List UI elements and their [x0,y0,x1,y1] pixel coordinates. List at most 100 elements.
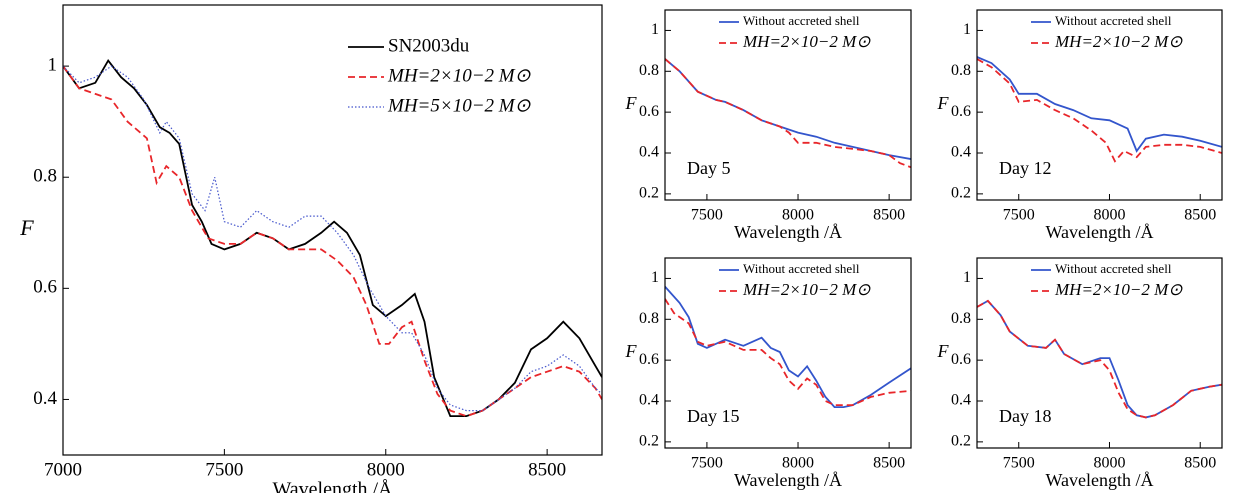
y-axis-label: F [937,93,950,113]
annotation: Day 12 [999,158,1052,178]
legend-label: MH=5×10−2 M⊙ [387,95,531,116]
x-tick-label: 8000 [367,459,405,480]
legend-entry: SN2003du [348,35,470,56]
y-tick-label: 1 [963,269,971,286]
panel: 7500 8000 8500 0.2 0.4 0.6 0.8 1 Wavelength /Å F D… [937,9,1223,242]
y-axis-label: F [625,341,638,361]
legend-label: SN2003du [388,35,470,56]
y-tick-label: 0.8 [951,62,971,79]
spectrum-line [977,58,1222,163]
x-tick-label: 7000 [44,459,82,480]
legend-label: MH=2×10−2 M⊙ [1054,32,1183,51]
x-tick-label: 7500 [691,207,723,224]
legend-entry: MH=2×10−2 M⊙ [348,65,531,86]
y-tick-label: 0.6 [951,351,971,368]
y-tick-label: 0.4 [33,388,57,409]
y-tick-label: 0.4 [951,392,971,409]
y-tick-label: 0.6 [639,351,659,368]
panel: 7000 7500 8000 8500 0.4 0.6 0.8 1 Wavelength /Å F… [19,4,603,493]
x-tick-label: 8500 [1184,207,1216,224]
legend-entry: MH=2×10−2 M⊙ [1031,280,1183,299]
y-tick-label: 0.6 [951,103,971,120]
plot-area [665,58,911,169]
x-axis-label: Wavelength /Å [734,222,842,242]
x-tick-label: 8500 [873,207,905,224]
legend-entry: MH=5×10−2 M⊙ [348,95,531,116]
y-tick-label: 1 [963,21,971,38]
legend-label: Without accreted shell [743,13,860,28]
y-tick-label: 0.6 [33,277,57,298]
legend-label: MH=2×10−2 M⊙ [742,280,871,299]
spectrum-line [665,298,911,406]
y-axis-label: F [625,93,638,113]
legend-label: MH=2×10−2 M⊙ [387,65,531,86]
frame [62,4,603,456]
x-axis-label: Wavelength /Å [1045,470,1153,490]
legend-entry: Without accreted shell [719,261,860,276]
legend-entry: MH=2×10−2 M⊙ [1031,32,1183,51]
legend-label: MH=2×10−2 M⊙ [742,32,871,51]
legend-label: Without accreted shell [743,261,860,276]
y-tick-label: 0.4 [951,144,971,161]
x-axis-label: Wavelength /Å [734,470,842,490]
legend-entry: Without accreted shell [1031,13,1172,28]
spectrum-line [977,299,1222,419]
frame [664,257,912,449]
spectrum-line [665,58,911,169]
x-tick-label: 8000 [782,207,814,224]
y-tick-label: 0.8 [951,310,971,327]
x-tick-label: 8000 [1093,207,1125,224]
frame [976,9,1223,201]
legend-label: Without accreted shell [1055,261,1172,276]
annotation: Day 18 [999,406,1052,426]
x-tick-label: 7500 [205,459,243,480]
x-tick-label: 7500 [691,455,723,472]
x-tick-label: 7500 [1003,455,1035,472]
frame [664,9,912,201]
y-tick-label: 0.6 [639,103,659,120]
x-axis-label: Wavelength /Å [272,479,393,493]
spectrum-line [665,58,911,160]
y-tick-label: 0.2 [951,433,971,450]
legend-entry: Without accreted shell [1031,261,1172,276]
plot-area [977,56,1222,163]
annotation: Day 5 [687,158,731,178]
x-axis-label: Wavelength /Å [1045,222,1153,242]
spectrum-line [977,56,1222,153]
y-tick-label: 0.8 [639,62,659,79]
panel: 7500 8000 8500 0.2 0.4 0.6 0.8 1 Wavelength /Å F D… [625,9,912,242]
legend-entry: MH=2×10−2 M⊙ [719,280,871,299]
y-axis-label: F [19,215,34,240]
y-tick-label: 0.4 [639,144,659,161]
x-tick-label: 8500 [528,459,566,480]
spectrum-line [665,285,911,408]
spectrum-line [63,65,602,412]
y-tick-label: 0.2 [639,185,659,202]
plot-area [63,58,602,418]
x-tick-label: 7500 [1003,207,1035,224]
x-tick-label: 8000 [782,455,814,472]
spectrum-line [63,58,602,417]
x-tick-label: 8000 [1093,455,1125,472]
legend-entry: MH=2×10−2 M⊙ [719,32,871,51]
panel: 7500 8000 8500 0.2 0.4 0.6 0.8 1 Wavelength /Å F D… [937,257,1223,490]
legend-label: MH=2×10−2 M⊙ [1054,280,1183,299]
x-tick-label: 8500 [1184,455,1216,472]
panel: 7500 8000 8500 0.2 0.4 0.6 0.8 1 Wavelength /Å F D… [625,257,912,490]
y-tick-label: 0.4 [639,392,659,409]
annotation: Day 15 [687,406,740,426]
y-tick-label: 1 [651,21,659,38]
plot-area [665,285,911,408]
y-axis-label: F [937,341,950,361]
y-tick-label: 1 [48,54,58,75]
y-tick-label: 1 [651,269,659,286]
spectrum-line [63,65,602,418]
frame [976,257,1223,449]
x-tick-label: 8500 [873,455,905,472]
y-tick-label: 0.2 [951,185,971,202]
y-tick-label: 0.8 [639,310,659,327]
y-tick-label: 0.8 [33,166,57,187]
y-tick-label: 0.2 [639,433,659,450]
plot-area [977,299,1222,419]
